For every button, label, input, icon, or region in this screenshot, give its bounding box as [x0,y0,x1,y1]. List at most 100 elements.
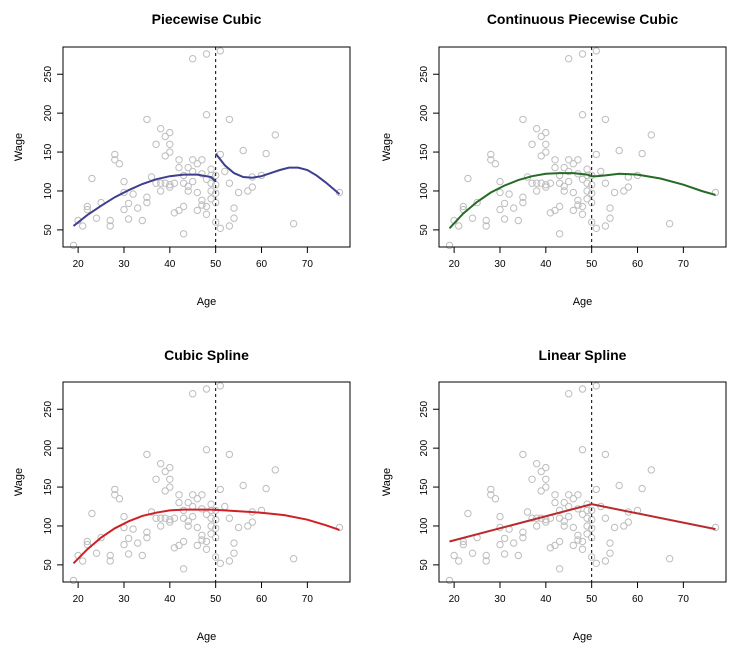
data-point [468,549,477,557]
data-point [212,171,220,180]
data-point [601,115,610,124]
data-point [79,557,87,565]
data-point [610,523,619,532]
data-point [592,224,600,233]
x-tick-label: 40 [540,594,552,605]
data-point [207,500,215,508]
data-point [202,50,211,58]
data-point [519,193,527,201]
data-point [88,174,96,183]
x-tick-label: 30 [494,259,506,270]
data-point [184,522,192,530]
x-tick-label: 70 [302,259,314,270]
data-point [551,491,559,499]
data-point [175,156,183,164]
fit-curve-segment-1 [72,173,217,227]
data-point [592,150,600,159]
panel-2: Continuous Piecewise Cubic 20 30 40 50 60 70 50… [381,11,727,308]
data-point [569,206,577,215]
data-point [202,537,211,546]
data-point [216,224,225,233]
data-point [555,230,564,238]
data-point [157,522,165,530]
data-point [578,175,587,184]
y-tick-label: 50 [419,224,430,236]
data-point [157,179,165,187]
data-point [124,534,133,543]
data-point [184,182,192,191]
data-point [184,517,192,525]
data-point [97,533,105,542]
data-point [198,536,206,544]
data-point [533,125,541,133]
data-point [129,190,137,198]
x-tick-label: 60 [632,259,644,270]
data-point [574,156,582,164]
data-point [179,179,188,187]
data-point [578,111,587,119]
data-point [601,222,610,230]
data-point [459,540,467,549]
data-point [583,187,591,195]
data-point [225,179,234,187]
data-point [523,508,532,516]
x-tick-label: 70 [678,259,690,270]
data-point [574,196,582,205]
data-point [175,498,183,507]
data-point [583,514,591,522]
data-point [445,576,454,585]
data-point [193,188,202,197]
x-tick-label: 50 [210,259,222,270]
data-point [106,557,114,565]
data-point [565,390,573,398]
data-point [157,187,165,195]
y-tick-label: 150 [43,143,54,160]
data-point [624,183,632,191]
data-point [198,531,206,539]
data-point [124,215,133,223]
panel-title: Continuous Piecewise Cubic [487,11,679,27]
data-point [528,179,536,187]
fit-curve-segment-1 [449,503,716,543]
panel-title: Piecewise Cubic [152,11,262,27]
data-point [92,549,101,557]
data-point [184,187,192,195]
data-point [170,179,179,187]
data-point [189,390,197,398]
data-point [289,220,298,228]
data-point [588,189,596,198]
panel-title: Linear Spline [539,347,627,363]
data-point [638,149,646,158]
data-point [175,163,183,172]
data-point [124,550,133,558]
y-tick-label: 250 [419,400,430,417]
data-point [542,128,550,137]
panel-3: Cubic Spline 20 30 40 50 60 70 50 100 150 200 250 Ag… [13,347,351,643]
data-point [202,385,211,393]
panel-4: Linear Spline 20 30 40 50 60 70 50 100 150 200 250 A… [381,347,727,643]
data-point [161,179,169,187]
data-point [537,132,545,141]
data-point [198,491,206,499]
data-point [455,222,463,230]
data-point [134,204,142,212]
data-point [189,512,197,521]
x-tick-label: 70 [678,594,690,605]
y-tick-label: 150 [419,143,430,160]
data-point [193,206,202,215]
data-point [193,160,202,168]
data-point [542,183,550,191]
data-point [216,559,225,567]
data-point [230,549,238,557]
plot-frame [62,381,351,583]
data-point [202,210,211,219]
data-point [606,204,614,212]
data-point [202,202,211,211]
data-point [225,115,234,124]
data-point [225,450,234,459]
plot-frame [438,381,727,583]
plot-frame [438,46,727,248]
data-point [138,216,147,225]
data-point [519,198,527,207]
